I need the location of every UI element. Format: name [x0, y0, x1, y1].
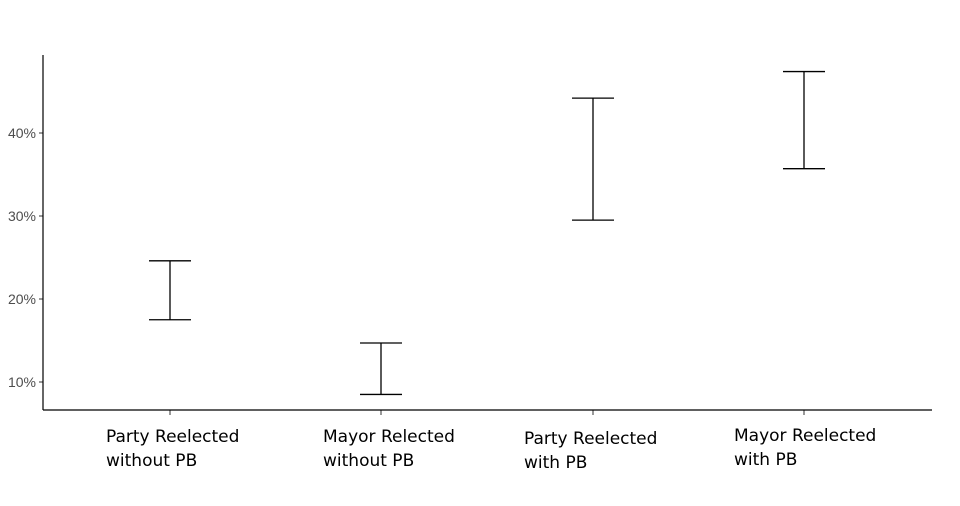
- x-tick-label-line: Party Reelected: [106, 427, 240, 447]
- x-axis-ticks: [169, 410, 805, 415]
- y-tick-label: 30%: [8, 208, 36, 224]
- error-bar: [572, 97, 614, 221]
- x-tick-label-line: Mayor Reelected: [734, 426, 877, 446]
- x-tick-label-line: without PB: [323, 451, 415, 471]
- x-tick-label-line: with PB: [734, 450, 798, 470]
- y-tick-label: 20%: [8, 291, 36, 307]
- y-tick-label: 40%: [8, 125, 36, 141]
- x-tick-label-party-reelected-without-pb: Party Reelected without PB: [106, 425, 239, 473]
- x-tick-label-line: Mayor Relected: [323, 427, 455, 447]
- x-tick-label-line: with PB: [524, 453, 588, 473]
- error-bar: [783, 70, 825, 170]
- error-bar: [149, 260, 191, 321]
- y-axis-ticks: 10% 20% 30% 40%: [8, 125, 43, 390]
- error-bar: [360, 342, 402, 396]
- error-bars: [149, 70, 825, 396]
- x-tick-label-line: without PB: [106, 451, 198, 471]
- y-tick-label: 10%: [8, 374, 36, 390]
- x-tick-label-line: Party Reelected: [524, 429, 658, 449]
- x-tick-label-mayor-relected-without-pb: Mayor Relected without PB: [323, 425, 455, 473]
- x-tick-label-party-reelected-with-pb: Party Reelected with PB: [524, 427, 657, 475]
- x-tick-label-mayor-reelected-with-pb: Mayor Reelected with PB: [734, 424, 876, 472]
